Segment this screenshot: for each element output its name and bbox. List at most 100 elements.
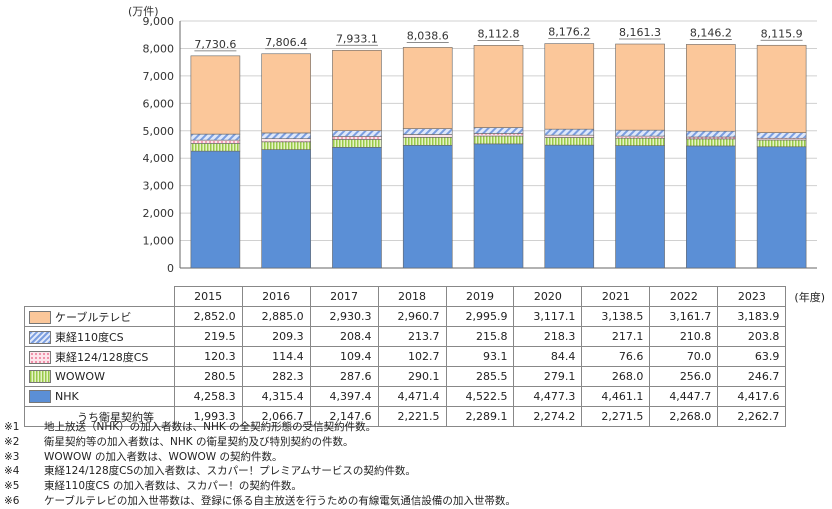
bar-segment [332,136,382,140]
total-labels: 7,730.6 7,806.4 7,933.1 8,038.6 8,112.8 8,176… [194,26,803,52]
table-cell: 4,471.4 [377,386,447,407]
table-cell: 268.0 [581,366,651,387]
bar-segment [544,134,595,138]
bar-segment [473,133,524,137]
table-cell: 213.7 [377,326,447,347]
year-header: 2023 [717,286,787,307]
footnote: ※1 地上放送（NHK）の加入者数は、NHK の全契約形態の受信契約件数。 [4,420,516,435]
y-tick-label: 4,000 [143,152,175,165]
bar-segment [473,127,524,134]
footnotes: ※1 地上放送（NHK）の加入者数は、NHK の全契約形態の受信契約件数。 ※2 衛星… [4,420,516,509]
bar-segment [190,133,241,141]
bar-segment [332,147,382,269]
table-cell: 208.4 [309,326,379,347]
table-row: 東経110度CS 219.5 209.3 208.4 213.7 215.8 218.3 21… [24,326,832,347]
table-cell: 4,477.3 [513,386,583,407]
y-tick-label: 1,000 [143,235,175,248]
legend-label: ケーブルテレビ [55,310,132,324]
bar-segment [190,143,241,152]
bar-segment [756,44,807,133]
footnote-mark: ※3 [4,450,20,463]
table-cell: 2,960.7 [377,306,447,327]
footnote: ※6 ケーブルテレビの加入世帯数は、登録に係る自主放送を行うための有線電気通信設備… [4,494,516,509]
y-tick-label: 0 [167,262,174,275]
legend-swatch [29,370,51,384]
table-cell: 203.8 [717,326,787,347]
y-axis-unit-label: (万件) [128,5,159,18]
table-cell: 2,274.2 [513,406,583,427]
legend-entry: WOWOW [24,366,175,387]
table-cell: 280.5 [173,366,243,387]
table-cell: 217.1 [581,326,651,347]
table-cell: 4,447.7 [649,386,719,407]
footnote-text: 東経124/128度CSの加入者数は、スカパー！プレミアムサービスの契約件数。 [44,465,416,478]
total-label: 7,806.4 [265,36,307,49]
year-header: 2020 [513,286,583,307]
bar-segment [544,43,595,130]
table-cell: 4,417.6 [717,386,787,407]
bar-segment [544,137,595,146]
bar-segment [332,139,382,148]
bar-segment [332,130,382,137]
legend-label: NHK [55,389,79,403]
footnote-mark: ※1 [4,421,20,433]
table-cell: 256.0 [649,366,719,387]
bar-segment [402,128,453,135]
table-cell: 3,138.5 [581,306,651,327]
year-header: 2018 [377,286,447,307]
table-cell: 120.3 [173,346,243,367]
bar-segment [473,143,524,269]
bar-segment [261,138,311,143]
subrow-label: うち衛星契約等 [24,406,175,427]
bar-segment [544,144,595,269]
footnote-mark: ※2 [4,435,20,448]
y-tick-label: 9,000 [143,15,175,28]
table-row: ケーブルテレビ 2,852.0 2,885.0 2,930.3 2,960.7 2,995… [24,306,832,327]
bar-segment [261,141,311,150]
y-tick-label: 5,000 [143,125,175,138]
table-cell: 84.4 [513,346,583,367]
table-cell: 63.9 [717,346,787,367]
bar-segment [332,49,382,132]
legend-entry: 東経110度CS [24,326,175,347]
table-cell: 2,930.3 [309,306,379,327]
footnote: ※5 東経110度CS の加入者数は、スカパー！の契約件数。 [4,479,516,494]
table-cell: 2,147.6 [309,406,379,427]
legend-swatch [29,351,51,364]
table-cell: 219.5 [173,326,243,347]
y-tick-label: 6,000 [143,97,175,110]
table-cell: 2,066.7 [241,406,311,427]
bar-segment [756,132,807,139]
bar-segment [261,149,311,269]
year-header: 2017 [309,286,379,307]
table-cell: 287.6 [309,366,379,387]
table-cell: 246.7 [717,366,787,387]
y-tick-label: 2,000 [143,207,175,220]
footnote-text: 地上放送（NHK）の加入者数は、NHK の全契約形態の受信契約件数。 [44,421,377,433]
bar-segment [544,128,595,136]
footnote-text: 東経110度CS の加入者数は、スカパー！の契約件数。 [44,480,302,493]
legend-entry: ケーブルテレビ [24,306,175,327]
bar-segment [190,150,241,269]
bar-segment [473,135,524,145]
year-axis-label: (年度) [794,290,825,304]
bar-segment [190,55,241,135]
bar-segment [402,137,453,146]
table-cell: 2,221.5 [377,406,447,427]
legend-entry: 東経124/128度CS [24,346,175,367]
bar-segment [615,43,665,131]
table-cell: 109.4 [309,346,379,367]
legend-swatch [29,331,51,344]
table-cell: 2,271.5 [581,406,651,427]
table-cell: 76.6 [581,346,651,367]
bar-segment [615,129,665,137]
table-cell: 4,461.1 [581,386,651,407]
table-cell: 4,315.4 [241,386,311,407]
footnote-text: WOWOW の加入者数は、WOWOW の契約件数。 [44,450,283,463]
table-cell: 93.1 [445,346,515,367]
legend-label: 東経110度CS [55,330,124,344]
year-header: 2019 [445,286,515,307]
footnote-text: ケーブルテレビの加入世帯数は、登録に係る自主放送を行うための有線電気通信設備の加… [44,494,516,507]
footnote-mark: ※5 [4,480,20,493]
stacked-bar-chart: (万件) 0 1,000 2,000 3,000 4,000 5,000 6,000 7,00… [128,5,817,275]
